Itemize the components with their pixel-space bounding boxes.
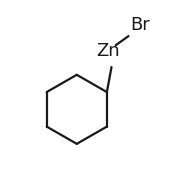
Text: Br: Br [130,16,150,34]
Text: Zn: Zn [96,42,120,60]
